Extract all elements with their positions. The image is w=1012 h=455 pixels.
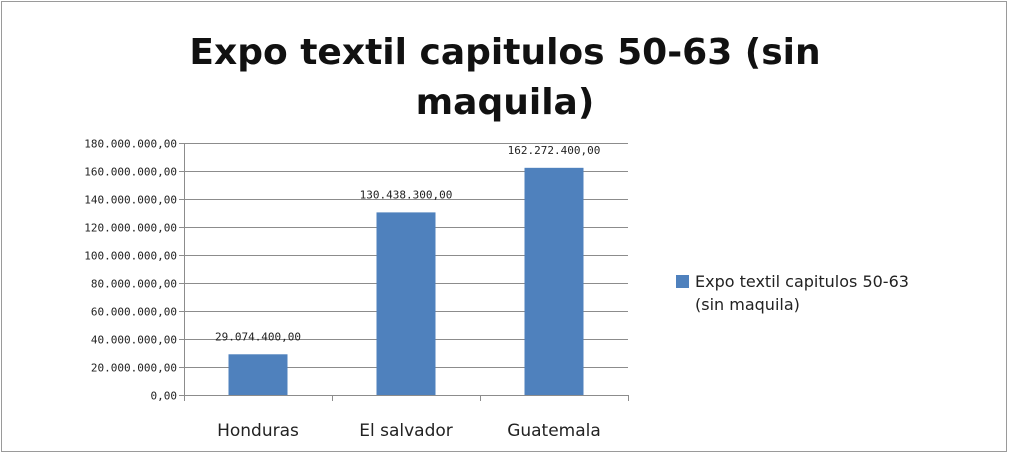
legend-swatch (676, 275, 689, 288)
legend-label: Expo textil capitulos 50-63 (sin maquila… (695, 272, 909, 314)
data-label: 162.272.400,00 (508, 144, 601, 157)
y-tick-label: 60.000.000,00 (91, 306, 177, 319)
y-tick-label: 80.000.000,00 (91, 278, 177, 291)
y-tick-label: 40.000.000,00 (91, 334, 177, 347)
y-tick-label: 100.000.000,00 (84, 250, 177, 263)
x-category-label: El salvador (359, 421, 453, 441)
bar-guatemala (524, 167, 584, 395)
bar-honduras (228, 354, 288, 395)
chart-legend: Expo textil capitulos 50-63 (sin maquila… (676, 270, 1012, 316)
y-tick-label: 140.000.000,00 (84, 194, 177, 207)
y-tick-label: 160.000.000,00 (84, 166, 177, 179)
x-category-label: Guatemala (507, 421, 601, 441)
chart-title: Expo textil capitulos 50-63 (sin maquila… (189, 32, 821, 123)
y-tick-label: 120.000.000,00 (84, 222, 177, 235)
y-tick-label: 0,00 (151, 390, 178, 403)
data-label: 29.074.400,00 (215, 330, 301, 343)
y-tick-label: 180.000.000,00 (84, 138, 177, 151)
bar-el-salvador (376, 212, 436, 395)
y-tick-label: 20.000.000,00 (91, 362, 177, 375)
data-label: 130.438.300,00 (360, 188, 453, 201)
x-category-label: Honduras (217, 421, 299, 441)
